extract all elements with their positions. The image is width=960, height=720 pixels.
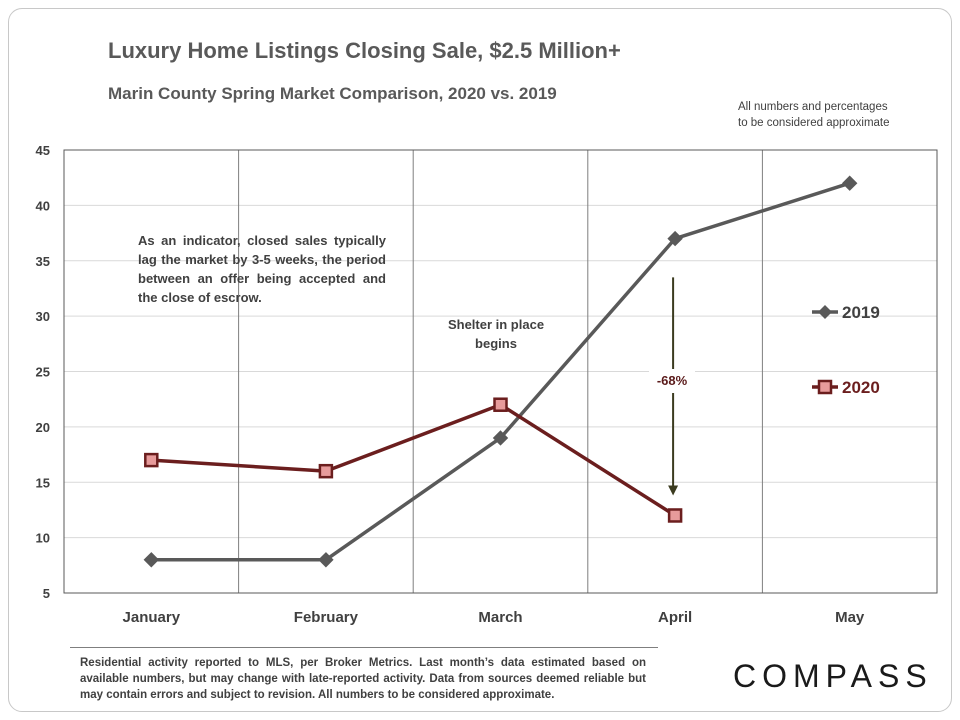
y-tick-label: 40 [36,198,50,213]
legend-marker-2019 [818,305,832,319]
point-2020-march [493,397,508,412]
point-2020-february [318,463,334,479]
footer-divider [70,647,658,648]
point-2020-january [144,452,159,468]
legend-label-2020: 2020 [842,378,880,397]
y-tick-label: 10 [36,531,50,546]
point-2019-march [492,430,509,446]
legend-marker-2020 [817,379,833,395]
x-tick-label-january: January [123,609,181,626]
x-tick-label-april: April [658,609,692,626]
change-percent-label: -68% [649,369,695,393]
chart-frame [8,8,952,712]
y-tick-label: 5 [43,586,50,601]
x-tick-label-may: May [835,609,865,626]
chart-title: Luxury Home Listings Closing Sale, $2.5 … [108,38,621,63]
y-tick-label: 20 [36,420,50,435]
shelter-in-place-annotation: Shelter in place begins [447,317,545,351]
series-line-2020 [151,402,677,517]
y-tick-label: 25 [36,365,50,380]
change-arrow-head [668,485,679,496]
y-tick-label: 15 [36,475,50,490]
y-tick-label: 30 [36,309,50,324]
y-tick-label: 35 [36,254,50,269]
point-2019-may [841,175,858,191]
point-2019-april [667,230,683,247]
x-tick-label-february: February [294,609,359,626]
y-tick-label: 45 [36,143,50,158]
point-2019-january [143,552,160,568]
chart-subtitle: Marin County Spring Market Comparison, 2… [108,84,557,103]
x-tick-label-march: March [478,609,522,626]
point-2019-february [318,552,334,568]
compass-logo: COMPASS [733,658,933,694]
plot-area-border [63,149,938,594]
approximation-note: All numbers and percentages to be consid… [738,101,890,129]
footer-disclaimer: Residential activity reported to MLS, pe… [80,657,646,701]
legend-label-2019: 2019 [842,303,880,322]
point-2020-april [667,508,683,523]
lag-annotation: As an indicator, closed sales typically … [138,233,386,305]
